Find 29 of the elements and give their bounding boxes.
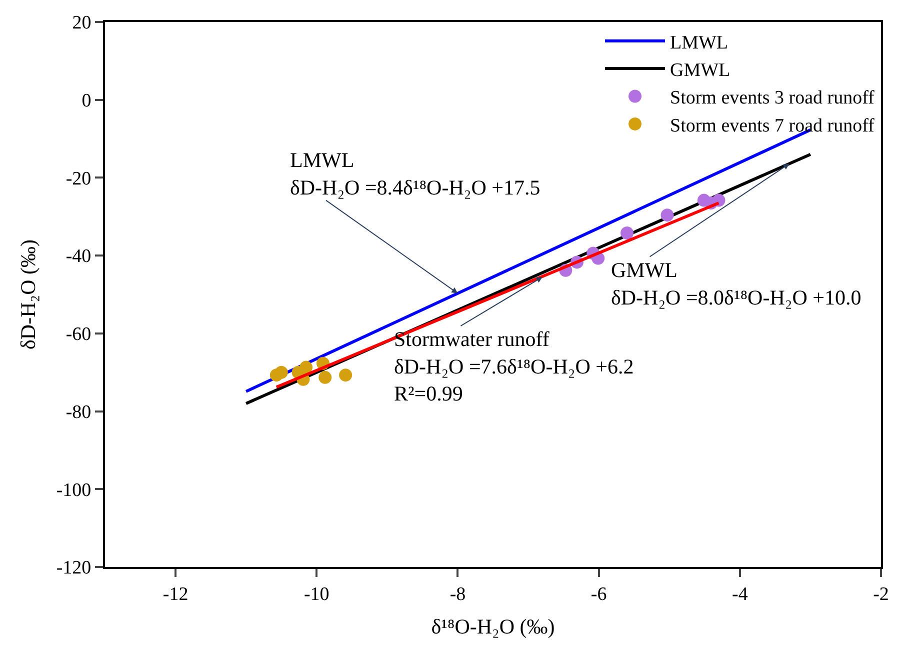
y-tick-label: -20 bbox=[66, 168, 92, 190]
y-tick-label: -60 bbox=[66, 324, 92, 346]
legend-label: Storm events 3 road runoff bbox=[670, 88, 876, 109]
x-tick-label: -8 bbox=[450, 584, 466, 605]
point bbox=[300, 360, 313, 374]
y-tick-label: -40 bbox=[66, 246, 92, 268]
x-tick-label: -2 bbox=[873, 584, 889, 605]
legend-label: LMWL bbox=[670, 32, 728, 54]
y-tick-label: -120 bbox=[56, 558, 92, 579]
y-tick-label: 0 bbox=[82, 90, 92, 112]
annotation: LMWL δD-H₂O =8.4δ¹⁸O-H₂O +17.5 bbox=[290, 148, 540, 200]
point bbox=[339, 368, 352, 382]
point bbox=[620, 226, 634, 240]
y-tick-label: 20 bbox=[72, 12, 92, 34]
legend-label: Storm events 7 road runoff bbox=[670, 115, 876, 136]
point bbox=[318, 370, 332, 384]
legend-label: GMWL bbox=[670, 60, 730, 81]
x-tick-label: -10 bbox=[304, 584, 330, 605]
point bbox=[270, 368, 283, 382]
point bbox=[660, 208, 674, 222]
x-axis-title: δ¹⁸O-H₂O (‰) bbox=[431, 614, 555, 638]
y-tick-label: -100 bbox=[56, 480, 92, 501]
y-axis-title: δD-H₂O (‰) bbox=[16, 240, 40, 350]
annotation: Stormwater runoff δD-H₂O =7.6δ¹⁸O-H₂O +6.2 R²=0.99 bbox=[394, 327, 634, 406]
annotation: GMWL δD-H₂O =8.0δ¹⁸O-H₂O +10.0 bbox=[611, 258, 862, 310]
x-tick-label: -4 bbox=[732, 584, 748, 605]
y-tick-label: -80 bbox=[66, 402, 92, 423]
x-tick-label: -6 bbox=[590, 584, 607, 605]
x-tick-label: -12 bbox=[162, 584, 188, 605]
